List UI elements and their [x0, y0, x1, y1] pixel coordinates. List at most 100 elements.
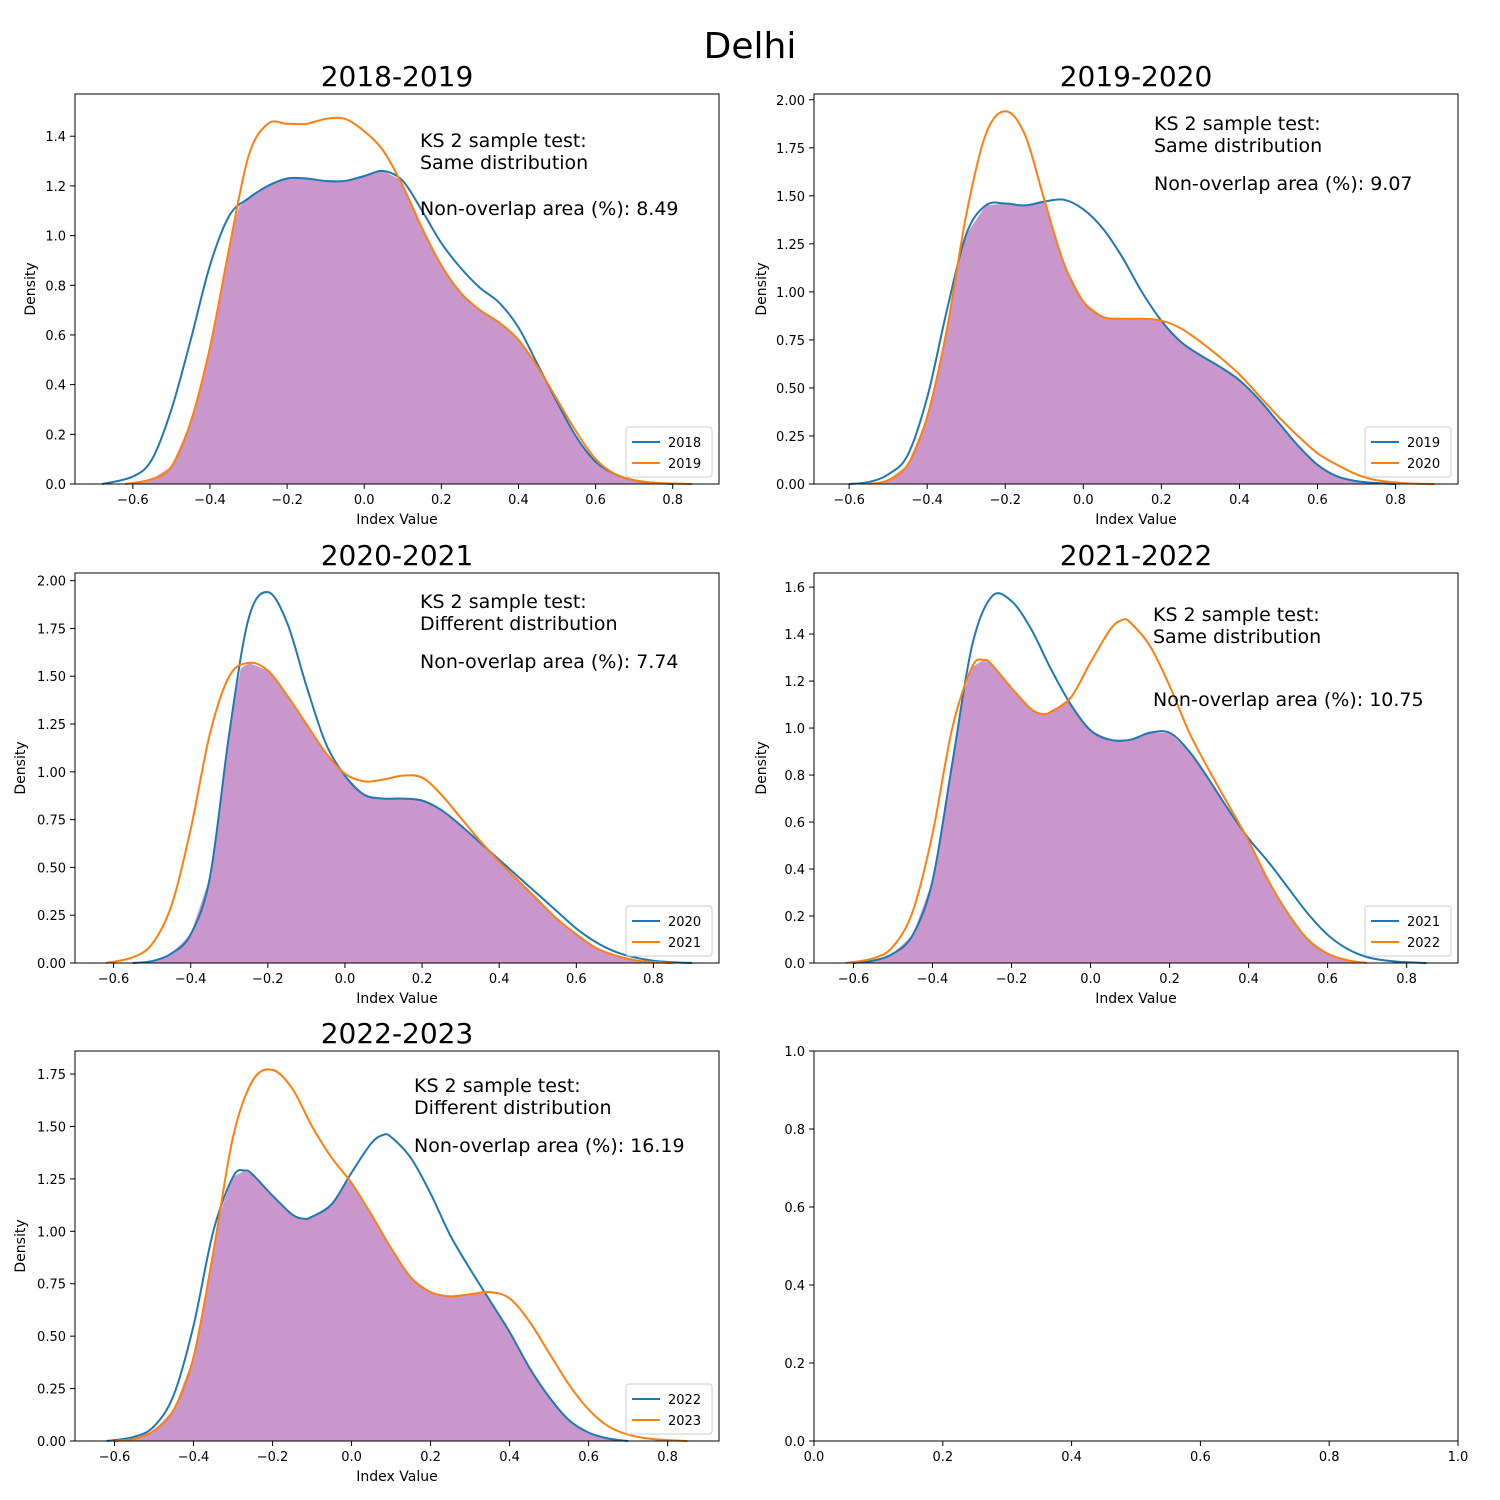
- ks-annotation-line: Non-overlap area (%): 8.49: [420, 198, 679, 220]
- x-tick-label: 0.8: [643, 972, 664, 987]
- x-tick-label: −0.2: [271, 493, 303, 508]
- legend: 2022 2023: [625, 1383, 713, 1435]
- y-tick-label: 2.00: [37, 575, 66, 590]
- x-axis-label: Index Value: [356, 1469, 437, 1485]
- x-tick-label: 0.8: [1396, 972, 1417, 987]
- x-tick-label: 0.0: [804, 1450, 825, 1465]
- y-tick-label: 0.00: [37, 957, 66, 972]
- y-tick-label: 1.4: [45, 130, 66, 145]
- x-tick-label: 0.8: [657, 1450, 678, 1465]
- x-tick-label: 0.6: [1190, 1450, 1211, 1465]
- legend-box: [625, 1383, 713, 1435]
- legend-box: [1364, 426, 1452, 478]
- x-axis-label: Index Value: [356, 512, 437, 528]
- ks-annotation-line: Different distribution: [414, 1097, 612, 1119]
- y-tick-label: 1.6: [784, 581, 805, 596]
- figure-title: Delhi: [704, 26, 797, 67]
- x-tick-label: −0.2: [996, 972, 1028, 987]
- axes-frame: [74, 1050, 720, 1442]
- x-tick-label: 0.4: [499, 1450, 520, 1465]
- x-tick-label: 0.6: [1317, 972, 1338, 987]
- y-tick-label: 1.25: [37, 1173, 66, 1188]
- x-tick-label: 0.8: [1385, 493, 1406, 508]
- legend-label: 2018: [668, 436, 701, 451]
- axes-frame: [813, 93, 1459, 485]
- y-tick-label: 1.00: [37, 1225, 66, 1240]
- ks-annotation-line: Different distribution: [420, 613, 618, 635]
- x-tick-label: 0.6: [585, 493, 606, 508]
- x-tick-label: 0.0: [1073, 493, 1094, 508]
- ks-annotation-line: KS 2 sample test:: [420, 130, 587, 152]
- legend-label: 2020: [1407, 457, 1440, 472]
- y-tick-label: 0.75: [37, 1278, 66, 1293]
- x-tick-label: −0.6: [833, 493, 865, 508]
- ks-annotation-line: KS 2 sample test:: [420, 591, 587, 613]
- y-tick-label: 0.50: [776, 382, 805, 397]
- y-tick-label: 1.50: [776, 190, 805, 205]
- y-tick-label: 0.00: [37, 1435, 66, 1450]
- y-tick-label: 0.0: [45, 478, 66, 493]
- x-tick-label: 0.4: [1238, 972, 1259, 987]
- subplot-4: −0.6 −0.4 −0.2 0.0 0.2 0.4 0.6 0.8 0.0 0.2 0.4 0.6 0…: [754, 539, 1459, 1007]
- y-tick-label: 0.25: [37, 909, 66, 924]
- subplot-2: −0.6 −0.4 −0.2 0.0 0.2 0.4 0.6 0.8 0.00 0.25 0.50 0…: [754, 60, 1459, 528]
- axes-frame: [74, 572, 720, 964]
- y-axis-label: Density: [754, 741, 770, 794]
- x-tick-label: −0.6: [99, 1450, 131, 1465]
- overlap-area: [132, 663, 673, 963]
- x-tick-label: 0.4: [489, 972, 510, 987]
- y-tick-label: 0.75: [37, 814, 66, 829]
- y-tick-label: 1.75: [776, 142, 805, 157]
- series-line-2018: [101, 169, 673, 485]
- series-line-2023: [114, 1068, 688, 1442]
- series-line-2021: [853, 592, 1427, 964]
- x-tick-label: −0.4: [194, 493, 226, 508]
- ks-annotation-line: Same distribution: [1153, 626, 1321, 648]
- x-tick-label: 0.6: [1307, 493, 1328, 508]
- x-tick-label: 0.6: [566, 972, 587, 987]
- legend: 2020 2021: [625, 905, 713, 957]
- ks-annotation-line: Same distribution: [420, 152, 588, 174]
- y-tick-label: 0.0: [784, 1435, 805, 1450]
- y-tick-label: 0.2: [784, 1357, 805, 1372]
- x-tick-label: −0.4: [178, 1450, 210, 1465]
- x-tick-label: 0.0: [1080, 972, 1101, 987]
- x-axis-label: Index Value: [356, 991, 437, 1007]
- y-axis-label: Density: [23, 262, 39, 315]
- x-tick-label: 0.2: [932, 1450, 953, 1465]
- ks-annotation-line: Non-overlap area (%): 9.07: [1154, 173, 1413, 195]
- subplot-grid: −0.6 −0.4 −0.2 0.0 0.2 0.4 0.6 0.8 0.0 0.2 0.4 0.6 0…: [13, 60, 1468, 1485]
- y-tick-label: 1.00: [776, 286, 805, 301]
- x-tick-label: 0.2: [412, 972, 433, 987]
- x-tick-label: 0.2: [420, 1450, 441, 1465]
- axes-frame: [74, 93, 720, 485]
- legend: 2021 2022: [1364, 905, 1452, 957]
- x-tick-label: 1.0: [1448, 1450, 1469, 1465]
- series-line-2020: [868, 110, 1435, 485]
- x-tick-label: 0.4: [1061, 1450, 1082, 1465]
- x-tick-label: 0.8: [1319, 1450, 1340, 1465]
- y-tick-label: 0.0: [784, 957, 805, 972]
- legend-label: 2023: [668, 1414, 701, 1429]
- y-tick-label: 0.8: [784, 1123, 805, 1138]
- legend: 2018 2019: [625, 426, 713, 478]
- legend-label: 2022: [1407, 936, 1440, 951]
- x-tick-label: 0.2: [431, 493, 452, 508]
- y-tick-label: 0.2: [784, 910, 805, 925]
- y-tick-label: 0.6: [784, 816, 805, 831]
- x-tick-label: 0.0: [341, 1450, 362, 1465]
- ks-annotation-line: KS 2 sample test:: [414, 1075, 581, 1097]
- legend-label: 2021: [668, 936, 701, 951]
- y-tick-label: 0.50: [37, 1330, 66, 1345]
- x-tick-label: −0.4: [917, 972, 949, 987]
- y-tick-label: 1.50: [37, 1120, 66, 1135]
- series-line-2019: [849, 198, 1396, 485]
- y-tick-label: 1.0: [45, 230, 66, 245]
- x-tick-label: −0.2: [257, 1450, 289, 1465]
- axes-frame: [813, 1050, 1459, 1442]
- y-tick-label: 0.25: [37, 1383, 66, 1398]
- legend-label: 2019: [1407, 436, 1440, 451]
- y-tick-label: 1.50: [37, 670, 66, 685]
- overlap-area: [125, 171, 673, 485]
